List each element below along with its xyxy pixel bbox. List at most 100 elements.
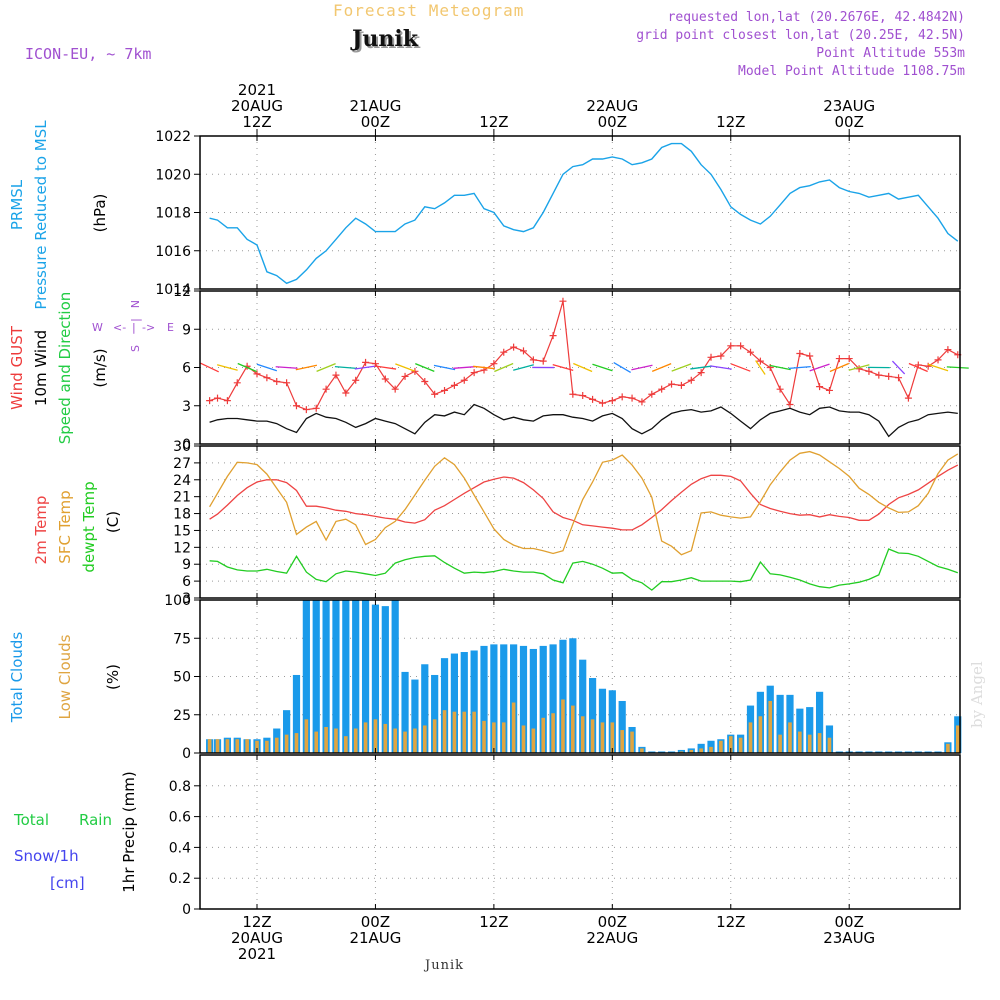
total-cloud-bar xyxy=(510,644,518,753)
gust-marker xyxy=(490,360,498,368)
bottom-time-label: 21AUG xyxy=(349,929,401,947)
top-time-label: 22AUG xyxy=(586,97,638,115)
gust-marker xyxy=(569,390,577,398)
gust-marker xyxy=(648,390,656,398)
wind-direction-arrow xyxy=(592,363,613,372)
gust-marker xyxy=(944,346,952,354)
gust-marker xyxy=(460,376,468,384)
wind-direction-arrow xyxy=(256,363,278,372)
bottom-time-label: 2021 xyxy=(238,945,276,963)
wind-direction-arrow xyxy=(946,366,969,369)
wind-gust-line xyxy=(209,301,959,411)
low-cloud-bar xyxy=(207,739,212,753)
low-cloud-bar xyxy=(334,728,338,753)
wind-direction-arrow xyxy=(415,363,435,372)
wind-direction-arrow xyxy=(730,363,751,372)
gust-marker xyxy=(924,362,932,370)
wind-direction-arrow xyxy=(769,364,791,371)
top-time-label: 12Z xyxy=(716,113,745,131)
bottom-time-label: 23AUG xyxy=(823,929,875,947)
legend-total: Total xyxy=(13,811,49,829)
low-cloud-bar xyxy=(788,722,792,753)
low-cloud-bar xyxy=(807,734,812,753)
gust-marker xyxy=(638,398,646,406)
gust-marker xyxy=(223,397,231,405)
low-cloud-bar xyxy=(501,722,506,753)
gust-marker xyxy=(421,378,429,386)
gust-marker xyxy=(510,343,518,351)
label-low-clouds: Low Clouds xyxy=(56,634,74,719)
gust-marker xyxy=(450,381,458,389)
gust-marker xyxy=(816,383,824,391)
total-cloud-bar xyxy=(352,600,360,753)
grid-point: grid point closest lon,lat (20.25E, 42.5… xyxy=(636,28,965,43)
wind-direction-arrow xyxy=(690,365,713,370)
gust-marker xyxy=(401,372,409,380)
gust-marker xyxy=(312,404,320,412)
low-cloud-bar xyxy=(383,723,388,753)
top-time-label: 2021 xyxy=(238,81,276,99)
wind-direction-arrow xyxy=(573,362,593,373)
low-cloud-bar xyxy=(571,705,575,753)
gust-marker xyxy=(273,378,281,386)
bottom-time-label: 00Z xyxy=(361,913,390,931)
gust-marker xyxy=(608,397,616,405)
gust-marker xyxy=(618,393,626,401)
gust-marker xyxy=(934,356,942,364)
low-cloud-bar xyxy=(294,733,299,753)
total-cloud-bar xyxy=(431,674,439,753)
y-tick-label: 24 xyxy=(173,473,191,489)
total-cloud-bar xyxy=(569,638,577,753)
top-time-label: 20AUG xyxy=(231,97,283,115)
total-cloud-bar xyxy=(322,600,330,753)
low-cloud-bar xyxy=(265,740,269,753)
wind-direction-arrow xyxy=(908,362,928,373)
top-time-label: 12Z xyxy=(242,113,271,131)
gust-marker xyxy=(441,386,449,394)
label-c: (C) xyxy=(104,511,122,533)
low-cloud-bar xyxy=(373,719,378,753)
total-cloud-bar xyxy=(618,700,626,753)
gust-marker xyxy=(539,357,547,365)
total-cloud-bar xyxy=(608,690,616,753)
label-precip: 1hr Precip (mm) xyxy=(120,771,138,892)
total-cloud-bar xyxy=(865,751,873,753)
gust-marker xyxy=(519,347,527,355)
compass-w: W xyxy=(92,321,103,334)
label-2m-temp: 2m Temp xyxy=(32,496,50,565)
wind-direction-arrow xyxy=(631,364,653,371)
total-cloud-bar xyxy=(470,650,478,753)
top-time-label: 21AUG xyxy=(349,97,401,115)
low-cloud-bar xyxy=(778,734,782,753)
gust-marker xyxy=(253,370,261,378)
low-cloud-bar xyxy=(245,739,249,753)
total-cloud-bar xyxy=(302,600,310,753)
wind-direction-arrow xyxy=(848,364,870,371)
wind-direction-arrow xyxy=(671,363,692,372)
wind-direction-arrow xyxy=(473,365,495,370)
y-tick-label: 6 xyxy=(182,574,191,590)
location-title: Junik xyxy=(352,26,418,52)
total-cloud-bar xyxy=(460,652,468,753)
y-tick-label: 25 xyxy=(173,708,191,724)
y-tick-label: 6 xyxy=(182,361,191,377)
y-tick-label: 100 xyxy=(164,593,191,609)
wind-direction-arrow xyxy=(316,363,336,372)
low-cloud-bar xyxy=(511,702,516,753)
gust-marker xyxy=(796,349,804,357)
label-pct: (%) xyxy=(104,664,122,690)
gust-marker xyxy=(431,390,439,398)
label-sfc-temp: SFC Temp xyxy=(56,490,74,563)
total-cloud-bar xyxy=(776,694,784,753)
y-tick-label: 0.4 xyxy=(169,840,191,856)
gust-marker xyxy=(786,400,794,408)
gust-marker xyxy=(391,385,399,393)
wind-direction-arrow xyxy=(334,366,357,369)
total-cloud-bar xyxy=(914,751,922,753)
gust-marker xyxy=(835,355,843,363)
wind-direction-arrow xyxy=(494,362,514,373)
wind-direction-arrow xyxy=(788,365,811,370)
total-cloud-bar xyxy=(796,708,804,753)
y-tick-label: 18 xyxy=(173,507,191,523)
low-cloud-bar xyxy=(324,726,328,753)
